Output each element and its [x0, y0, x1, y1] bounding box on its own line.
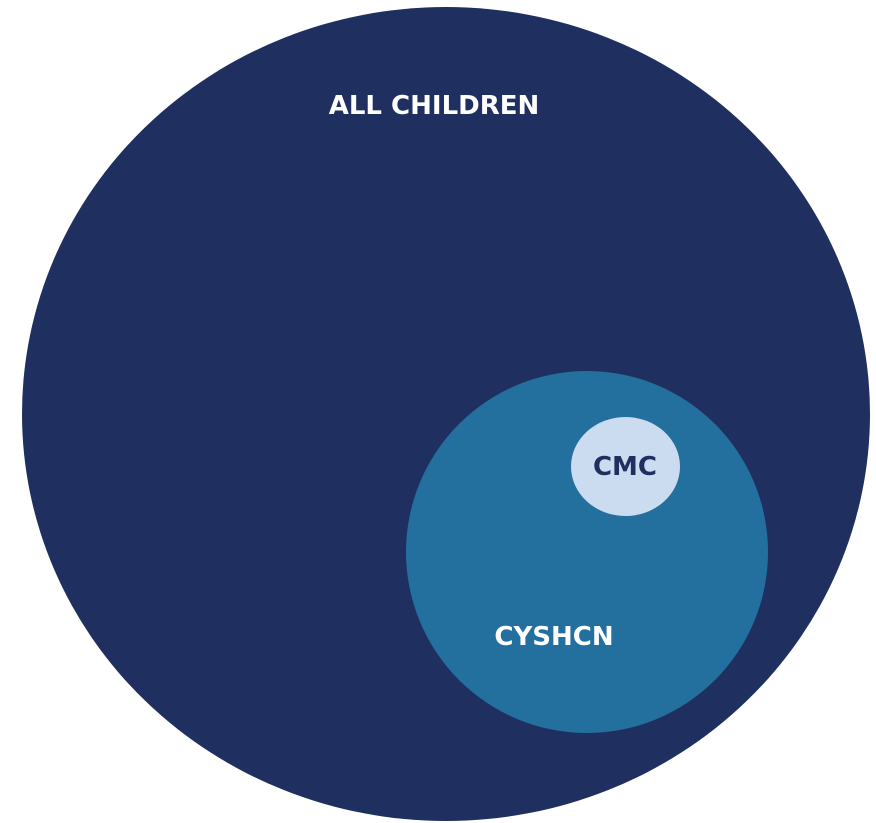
cyshcn-label: CYSHCN [494, 622, 614, 652]
cmc-label: CMC [592, 452, 658, 482]
cyshcn-circle [406, 371, 768, 733]
cmc-circle [571, 417, 680, 516]
all-children-circle [22, 7, 870, 821]
all-children-label: ALL CHILDREN [328, 91, 540, 121]
